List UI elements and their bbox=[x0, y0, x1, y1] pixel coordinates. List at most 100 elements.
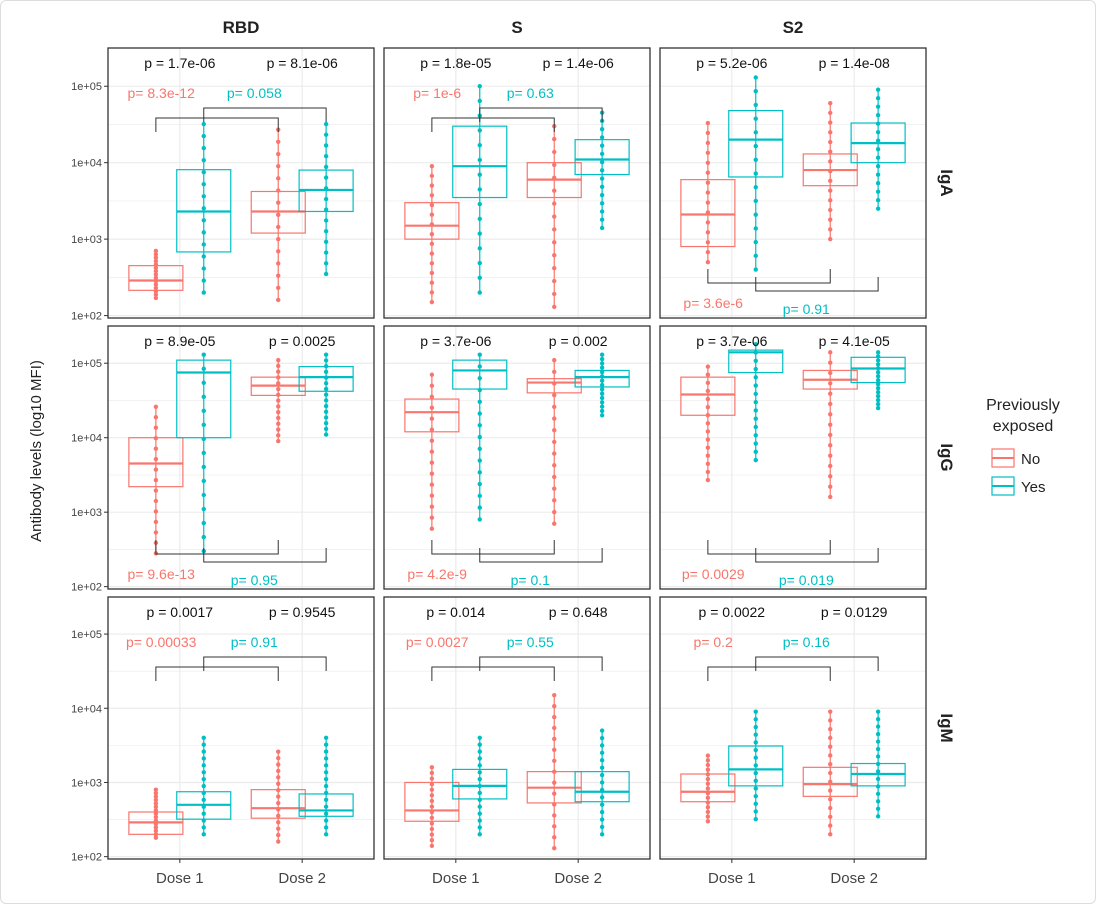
data-point-Yes bbox=[875, 121, 881, 126]
data-point-No bbox=[828, 110, 833, 116]
y-tick-label: 1e+05 bbox=[71, 81, 102, 93]
facet-label-IgM: IgM bbox=[937, 713, 956, 742]
panel-border bbox=[383, 325, 651, 590]
data-point-Yes bbox=[201, 742, 206, 747]
data-point-No bbox=[429, 449, 435, 454]
data-point-No bbox=[552, 769, 557, 774]
data-point-Yes bbox=[753, 212, 758, 217]
data-point-No bbox=[276, 787, 281, 793]
facet-label-S2: S2 bbox=[783, 18, 804, 37]
legend-label-Yes: Yes bbox=[1021, 479, 1045, 496]
data-point-Yes bbox=[753, 102, 758, 108]
data-point-No bbox=[705, 790, 711, 796]
data-point-Yes bbox=[323, 196, 329, 202]
data-point-Yes bbox=[477, 458, 482, 463]
data-point-No bbox=[153, 295, 159, 301]
data-point-Yes bbox=[753, 198, 758, 204]
data-point-Yes bbox=[323, 207, 329, 212]
data-point-No bbox=[276, 357, 281, 363]
data-point-Yes bbox=[875, 791, 881, 797]
data-point-Yes bbox=[753, 816, 758, 822]
data-point-Yes bbox=[201, 790, 206, 796]
data-point-Yes bbox=[323, 421, 329, 426]
data-point-Yes bbox=[753, 732, 758, 737]
data-point-Yes bbox=[323, 749, 329, 754]
p-value-Dose 2: p = 0.648 bbox=[549, 604, 608, 620]
p-value-yes: p= 0.63 bbox=[507, 85, 554, 101]
data-point-Yes bbox=[477, 201, 482, 207]
data-point-No bbox=[828, 753, 833, 758]
box-No-Dose 2 bbox=[802, 766, 858, 797]
data-point-No bbox=[828, 484, 833, 489]
data-point-No bbox=[828, 823, 833, 828]
p-value-yes: p= 0.16 bbox=[783, 634, 830, 650]
data-point-Yes bbox=[753, 786, 758, 791]
data-point-Yes bbox=[875, 104, 881, 109]
data-point-No bbox=[153, 828, 159, 834]
data-point-Yes bbox=[875, 401, 881, 407]
data-point-Yes bbox=[875, 366, 881, 371]
p-value-no: p= 1e-6 bbox=[413, 85, 461, 101]
data-point-Yes bbox=[753, 717, 758, 722]
data-point-No bbox=[552, 509, 557, 515]
data-point-Yes bbox=[875, 784, 881, 789]
data-point-No bbox=[429, 815, 435, 820]
data-point-No bbox=[828, 735, 833, 741]
data-point-No bbox=[705, 477, 711, 483]
data-point-Yes bbox=[599, 378, 605, 383]
data-point-No bbox=[705, 230, 711, 235]
bracket-No bbox=[431, 117, 555, 132]
data-point-Yes bbox=[201, 218, 206, 223]
bracket-Yes bbox=[479, 548, 603, 563]
data-point-Yes bbox=[599, 352, 605, 357]
p-value-no: p= 0.00033 bbox=[126, 634, 197, 650]
data-point-No bbox=[153, 289, 159, 294]
data-point-No bbox=[153, 262, 159, 267]
p-value-yes: p= 0.91 bbox=[231, 634, 278, 650]
data-point-No bbox=[276, 433, 281, 438]
box-Yes-Dose 1 bbox=[728, 109, 784, 178]
data-point-No bbox=[705, 819, 711, 824]
x-tick-label: Dose 1 bbox=[432, 870, 480, 887]
data-point-No bbox=[705, 469, 711, 475]
data-point-No bbox=[705, 250, 711, 255]
bracket-Yes bbox=[755, 277, 879, 292]
panel-IgG-S2: p = 3.7e-06 p = 4.1e-05 p= 0.0029 p= 0.019 bbox=[659, 325, 927, 590]
facet-label-IgA: IgA bbox=[937, 169, 956, 196]
data-point-No bbox=[705, 786, 711, 791]
data-point-No bbox=[705, 259, 711, 265]
data-point-Yes bbox=[875, 731, 881, 737]
data-point-No bbox=[429, 261, 435, 266]
data-point-No bbox=[153, 804, 159, 810]
data-point-Yes bbox=[477, 770, 482, 775]
data-point-No bbox=[429, 493, 435, 498]
p-value-Dose 1: p = 1.7e-06 bbox=[144, 55, 215, 71]
p-value-Dose 2: p = 0.9545 bbox=[269, 604, 336, 620]
data-point-Yes bbox=[323, 239, 329, 245]
data-point-No bbox=[828, 159, 833, 164]
data-point-Yes bbox=[875, 130, 881, 135]
data-point-No bbox=[429, 826, 435, 832]
data-point-No bbox=[828, 120, 833, 125]
data-point-Yes bbox=[599, 750, 605, 756]
data-point-No bbox=[153, 509, 159, 514]
box-Yes-Dose 1 bbox=[452, 125, 508, 199]
data-point-No bbox=[429, 765, 435, 770]
data-point-No bbox=[828, 779, 833, 784]
data-point-No bbox=[276, 163, 281, 169]
data-point-No bbox=[552, 227, 557, 232]
data-point-Yes bbox=[477, 790, 482, 796]
data-point-No bbox=[153, 808, 159, 813]
bracket-Yes bbox=[203, 107, 327, 122]
data-point-No bbox=[552, 824, 557, 829]
bracket-No bbox=[155, 117, 279, 132]
data-point-Yes bbox=[599, 184, 605, 190]
p-value-yes: p= 0.058 bbox=[227, 85, 282, 101]
data-point-Yes bbox=[323, 742, 329, 747]
data-point-No bbox=[276, 775, 281, 780]
p-value-Dose 1: p = 3.7e-06 bbox=[696, 333, 767, 349]
bracket-No bbox=[707, 666, 831, 681]
panel-border bbox=[383, 47, 651, 319]
data-point-Yes bbox=[599, 143, 605, 148]
data-point-No bbox=[153, 265, 159, 270]
